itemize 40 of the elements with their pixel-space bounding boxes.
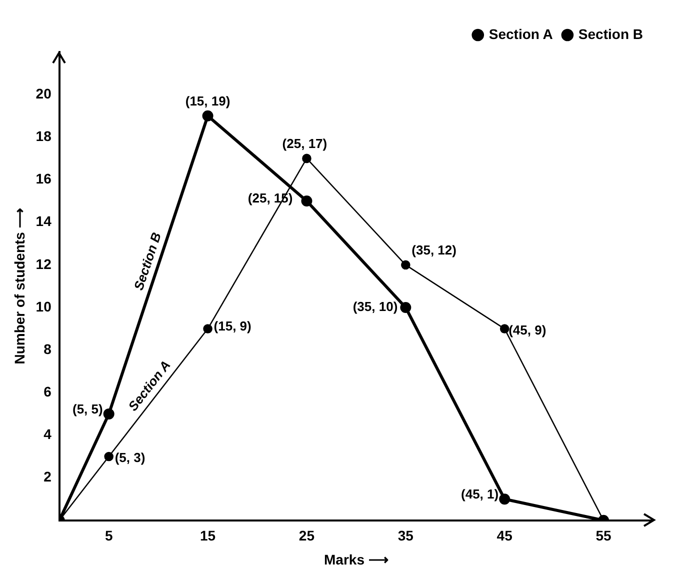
point [301, 196, 312, 207]
point [302, 154, 312, 164]
point [203, 324, 212, 334]
x-axis-title: Marks ⟶ [324, 551, 388, 568]
annotation: (15, 9) [214, 318, 252, 334]
annotation: (45, 9) [508, 322, 546, 338]
point [202, 110, 214, 122]
y-tick-label: 14 [36, 213, 52, 230]
y-tick-label: 20 [36, 85, 52, 102]
y-axis-title: Number of students ⟶ [11, 208, 28, 364]
annotation: (45, 1) [461, 486, 499, 502]
legend-label: Section B [578, 26, 644, 42]
point [103, 408, 114, 420]
point [400, 302, 412, 313]
point [401, 260, 410, 270]
y-tick-label: 10 [36, 298, 52, 314]
x-tick-label: 45 [496, 528, 513, 544]
annotation: (15, 19) [185, 93, 230, 108]
y-tick-label: 4 [44, 426, 52, 442]
y-tick-label: 16 [36, 170, 52, 187]
point [500, 324, 510, 334]
x-tick-label: 5 [104, 528, 113, 544]
x-tick-label: 55 [596, 528, 612, 544]
annotation: (35, 12) [412, 242, 456, 258]
y-tick-label: 8 [44, 340, 52, 357]
y-tick-label: 6 [44, 384, 52, 400]
annotation: (35, 10) [352, 299, 398, 314]
annotation: (5, 5) [72, 402, 103, 417]
x-tick-label: 25 [298, 528, 315, 544]
y-tick-label: 18 [36, 128, 52, 144]
x-tick-label: 15 [200, 528, 216, 544]
y-tick-label: 12 [36, 256, 52, 272]
legend-label: Section A [488, 26, 553, 42]
text: Section B [130, 230, 164, 292]
y-tick-label: 2 [44, 468, 52, 485]
annotation: (5, 3) [114, 450, 146, 466]
point [104, 452, 114, 462]
x-tick-label: 35 [398, 528, 414, 544]
point [499, 494, 510, 505]
annotation: (25, 17) [282, 136, 328, 152]
